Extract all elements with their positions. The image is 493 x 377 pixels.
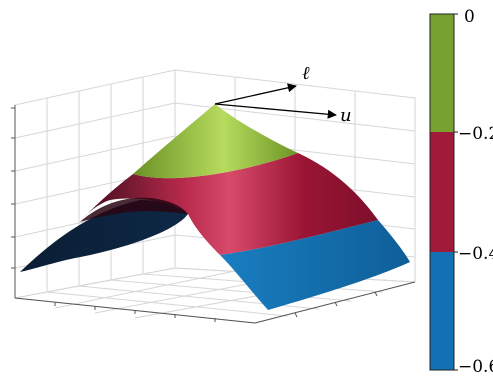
- colorbar: 0 −0.2 −0.4 −0.6: [429, 7, 493, 377]
- vector-u-label: u: [340, 105, 352, 126]
- colorbar-tick-3: −0.6: [458, 357, 493, 377]
- colorbar-level-green: [430, 14, 454, 132]
- surface-red-band: [80, 153, 378, 255]
- colorbar-level-blue: [430, 252, 454, 370]
- colorbar-frame: [429, 13, 455, 371]
- vector-l-label: ℓ: [302, 63, 310, 84]
- axis-lines: [11, 105, 416, 324]
- direction-vectors: ℓ u: [214, 63, 352, 126]
- colorbar-tick-1: −0.2: [458, 124, 493, 144]
- vector-u-arrow: [214, 103, 337, 119]
- surface-green-peak: [133, 104, 298, 179]
- colorbar-level-red: [430, 132, 454, 252]
- colorbar-tick-0: 0: [464, 7, 475, 27]
- surface-plot: [20, 104, 410, 310]
- colorbar-tick-2: −0.4: [458, 244, 493, 264]
- surface-left-ridge: [80, 197, 188, 222]
- surface-blue-band: [220, 220, 410, 310]
- vector-l-arrow: [214, 83, 297, 105]
- surface-left-underside: [20, 200, 188, 272]
